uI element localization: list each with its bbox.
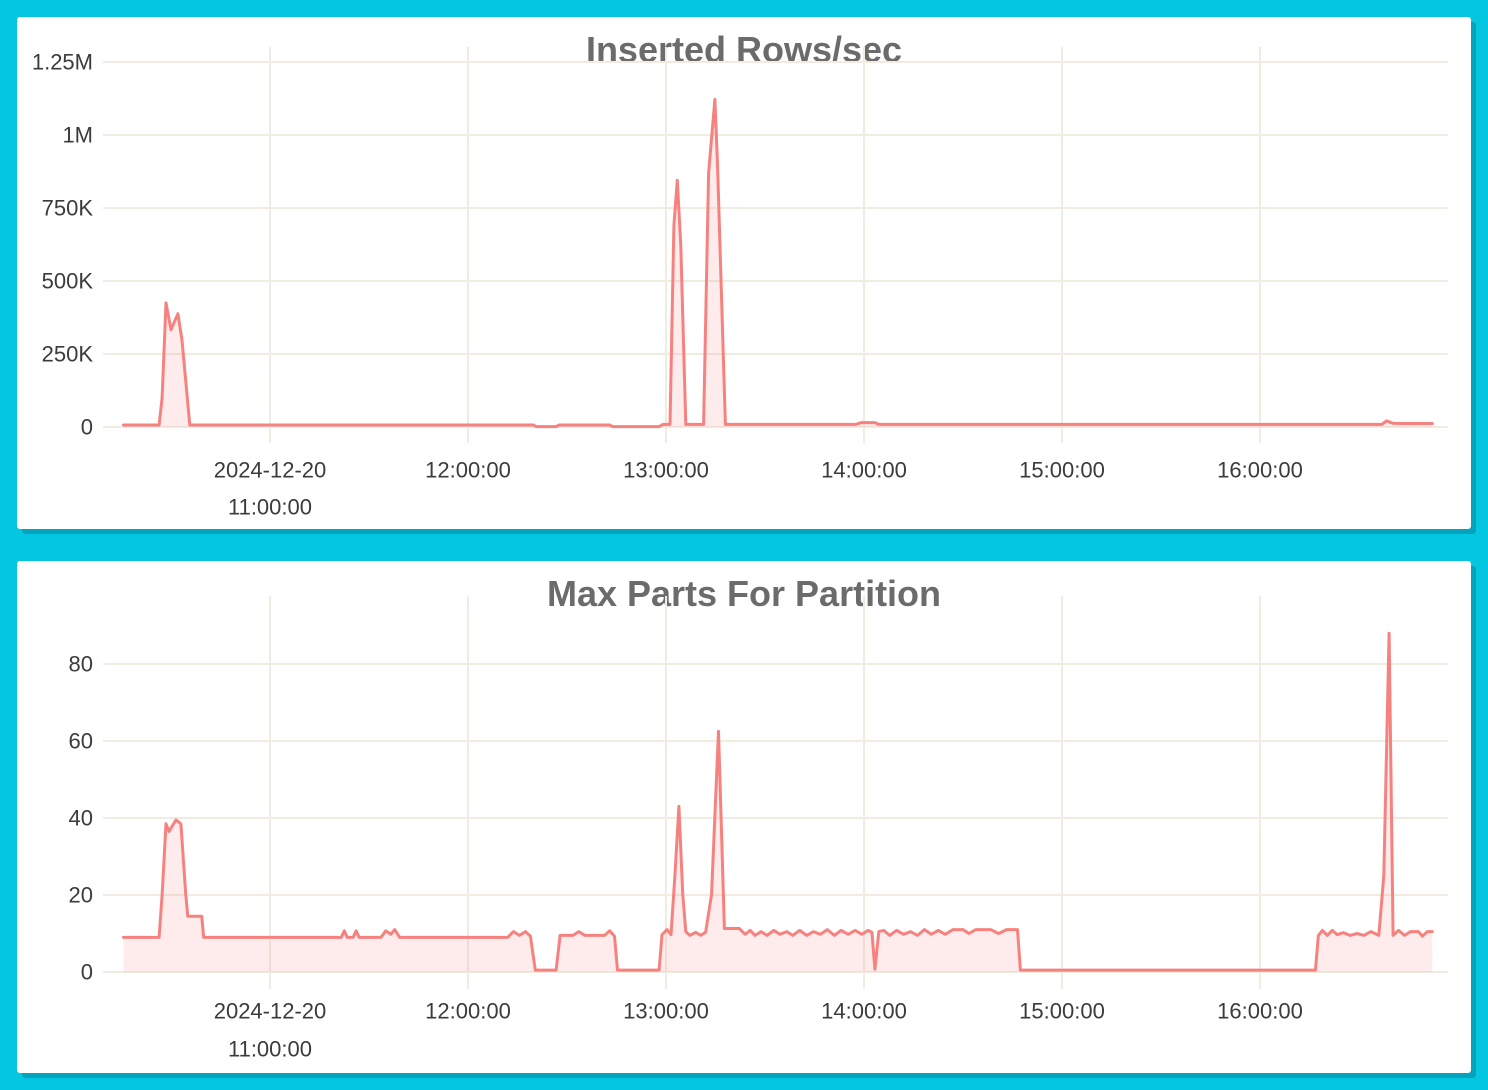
max-parts-for-partition-line xyxy=(122,631,1434,972)
x-tick-label: 15:00:00 xyxy=(1019,458,1105,483)
chart-panel-inserted-rows: Inserted Rows/sec 0 250K 500K 750K 1M 1.25M 20… xyxy=(17,17,1471,529)
y-tick-label: 1.25M xyxy=(32,50,93,75)
y-tick-label: 0 xyxy=(81,415,93,440)
y-tick-label: 500K xyxy=(42,269,94,294)
y-tick-label: 40 xyxy=(69,806,93,831)
x-tick-label: 14:00:00 xyxy=(821,999,907,1024)
x-tick-label: 12:00:00 xyxy=(425,999,511,1024)
x-tick-label: 16:00:00 xyxy=(1217,999,1303,1024)
inserted-rows-per-sec-line xyxy=(122,97,1434,429)
x-tick-label: 12:00:00 xyxy=(425,458,511,483)
max-parts-chart-canvas[interactable]: 0 20 40 60 80 2024-12-20 11:00:00 12:00:00 13:00… xyxy=(17,561,1471,1073)
x-tick-label: 13:00:00 xyxy=(623,458,709,483)
x-tick-label: 11:00:00 xyxy=(228,1037,312,1062)
inserted-rows-per-sec-area xyxy=(123,99,1433,428)
x-tick-label: 14:00:00 xyxy=(821,458,907,483)
x-tick-label: 2024-12-20 xyxy=(214,999,327,1024)
x-tick-label: 15:00:00 xyxy=(1019,999,1105,1024)
y-tick-label: 60 xyxy=(69,729,93,754)
y-tick-label: 1M xyxy=(62,123,93,148)
inserted-rows-chart-canvas[interactable]: 0 250K 500K 750K 1M 1.25M 2024-12-20 11:00:00 12… xyxy=(17,17,1471,529)
x-tick-label: 16:00:00 xyxy=(1217,458,1303,483)
y-tick-label: 250K xyxy=(42,342,94,367)
x-tick-label: 13:00:00 xyxy=(623,999,709,1024)
max-parts-for-partition-area xyxy=(123,633,1433,972)
y-tick-label: 750K xyxy=(42,196,94,221)
x-tick-label: 2024-12-20 xyxy=(214,458,327,483)
y-tick-label: 20 xyxy=(69,883,93,908)
y-tick-label: 80 xyxy=(69,652,93,677)
x-tick-label: 11:00:00 xyxy=(228,495,312,520)
chart-panel-max-parts: Max Parts For Partition 0 20 40 60 80 2024-12… xyxy=(17,561,1471,1073)
y-tick-label: 0 xyxy=(81,960,93,985)
